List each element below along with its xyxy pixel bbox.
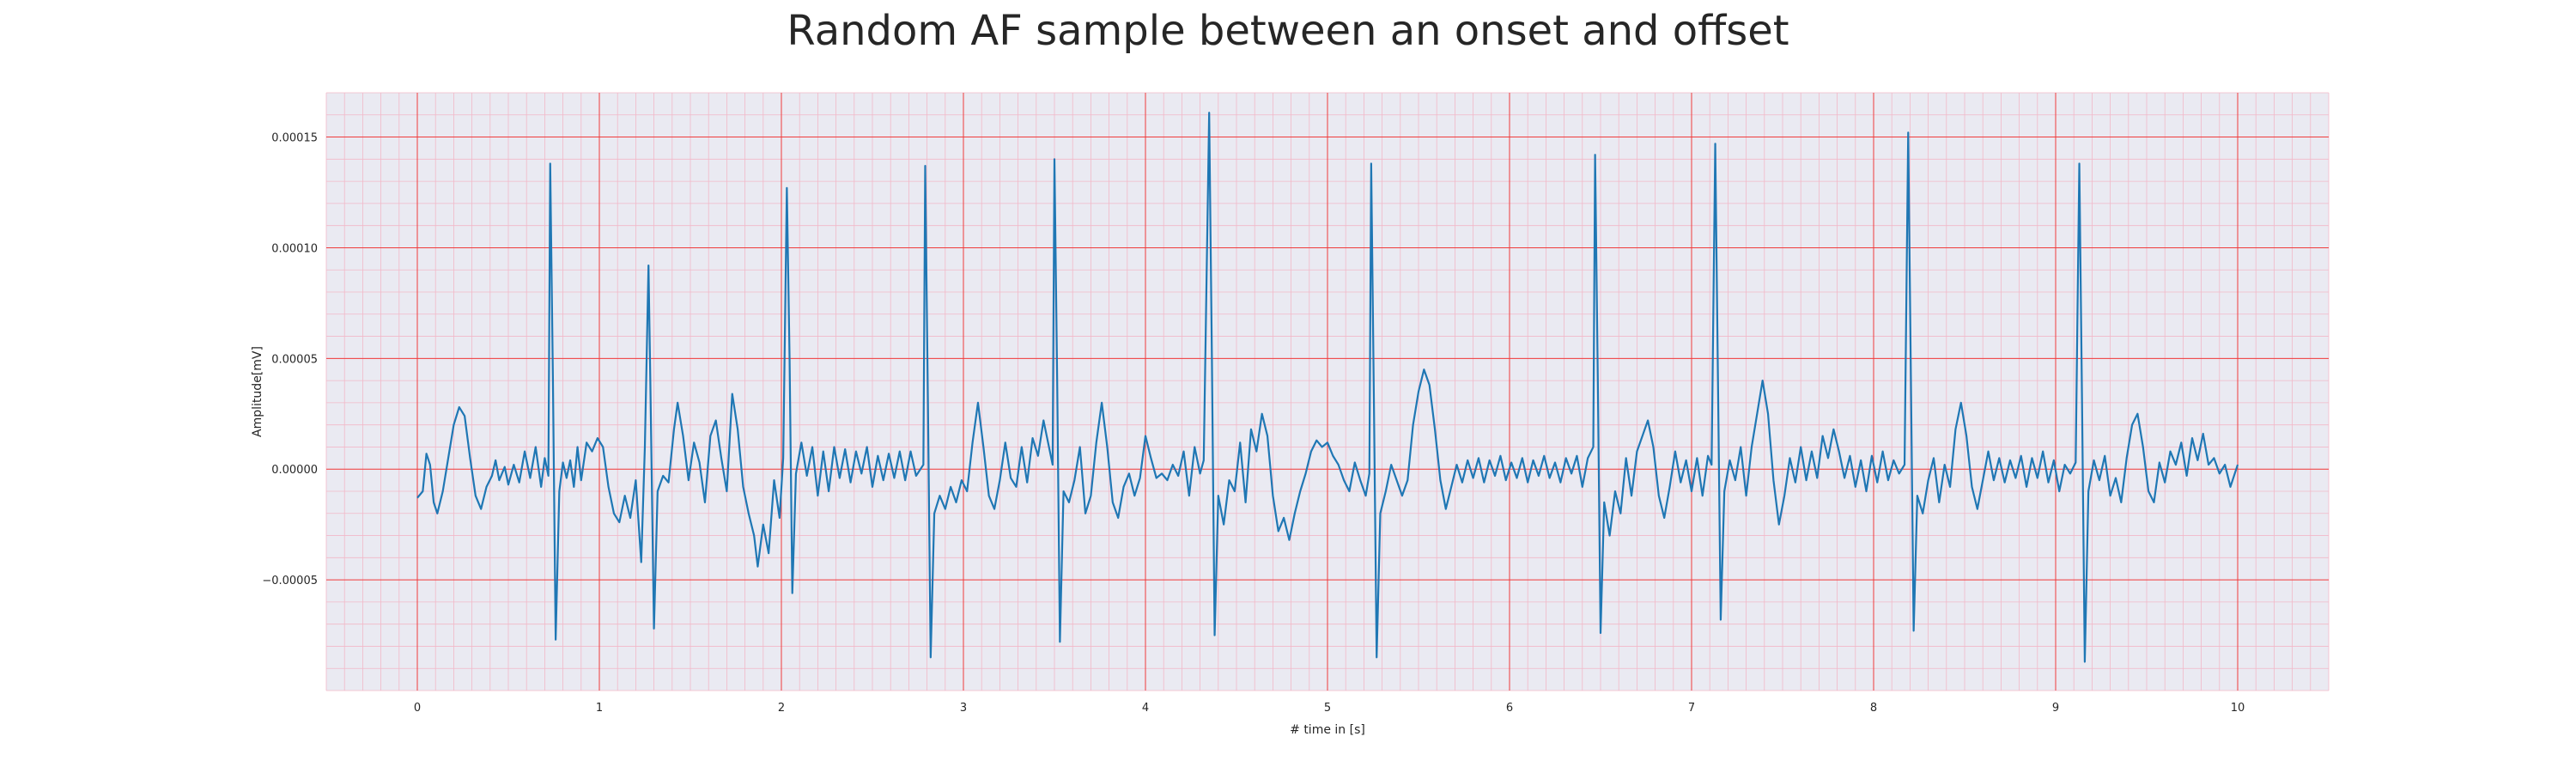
x-tick-label: 0 [414, 702, 421, 715]
major-grid [326, 93, 2329, 691]
chart-title: Random AF sample between an onset and of… [787, 7, 1789, 55]
x-tick-label: 6 [1506, 702, 1513, 715]
y-tick-label: 0.00000 [271, 464, 318, 477]
signal-line [416, 112, 2239, 663]
y-axis-label: Amplitude[mV] [251, 346, 264, 437]
y-tick-label: 0.00010 [271, 242, 318, 255]
x-axis-ticks: 0 1 2 3 4 5 6 7 8 9 10 [414, 702, 2245, 715]
x-tick-label: 3 [960, 702, 967, 715]
x-tick-label: 5 [1324, 702, 1331, 715]
x-tick-label: 1 [596, 702, 603, 715]
x-tick-label: 7 [1688, 702, 1695, 715]
y-tick-label: −0.00005 [262, 575, 318, 587]
x-tick-label: 2 [778, 702, 785, 715]
x-tick-label: 9 [2052, 702, 2059, 715]
y-tick-label: 0.00015 [271, 132, 318, 145]
y-tick-label: 0.00005 [271, 353, 318, 366]
x-axis-label: # time in [s] [1290, 723, 1365, 737]
x-tick-label: 10 [2231, 702, 2245, 715]
x-tick-label: 8 [1870, 702, 1877, 715]
x-tick-label: 4 [1142, 702, 1149, 715]
y-axis-ticks: −0.00005 0.00000 0.00005 0.00010 0.00015 [262, 132, 318, 588]
